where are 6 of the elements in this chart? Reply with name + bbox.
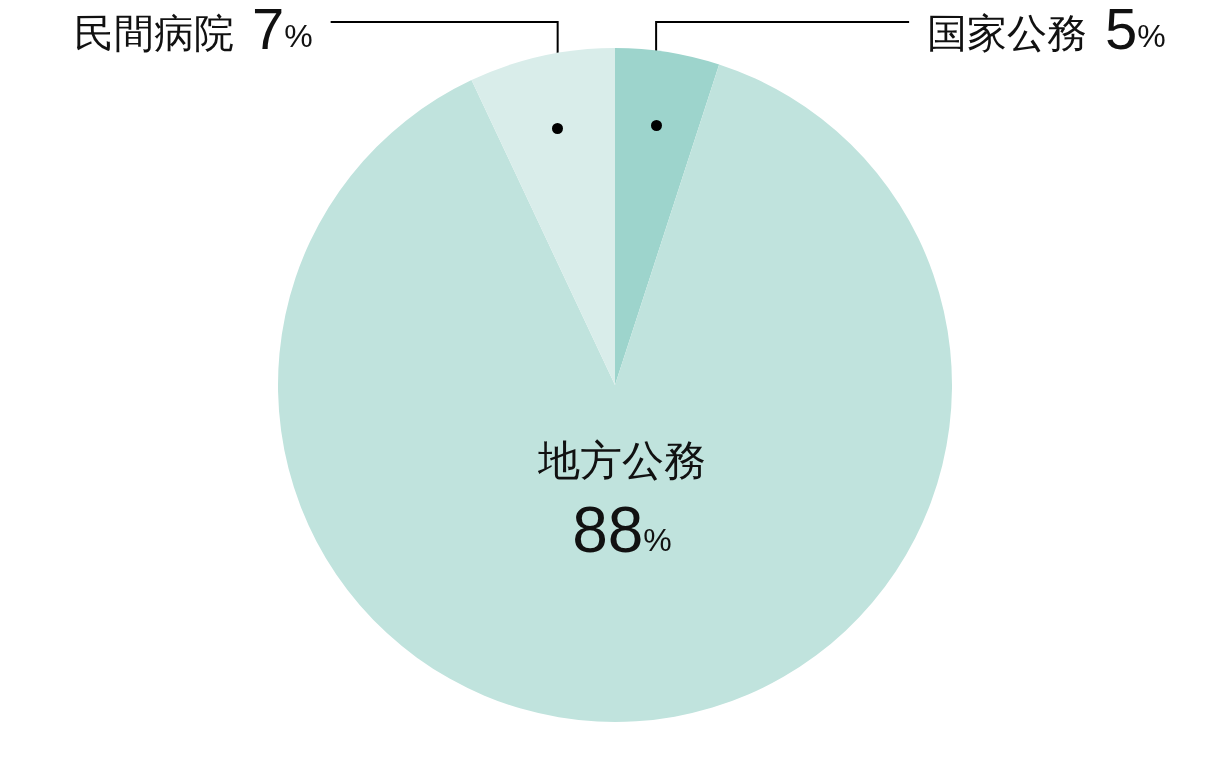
slice-label: 国家公務: [927, 10, 1088, 56]
slice-label: 地方公務: [536, 436, 706, 486]
data-label: 7%: [251, 0, 313, 61]
data-label: 5%: [1105, 0, 1166, 61]
slice-label: 民間病院: [73, 10, 234, 56]
data-label: 88%: [572, 493, 672, 566]
